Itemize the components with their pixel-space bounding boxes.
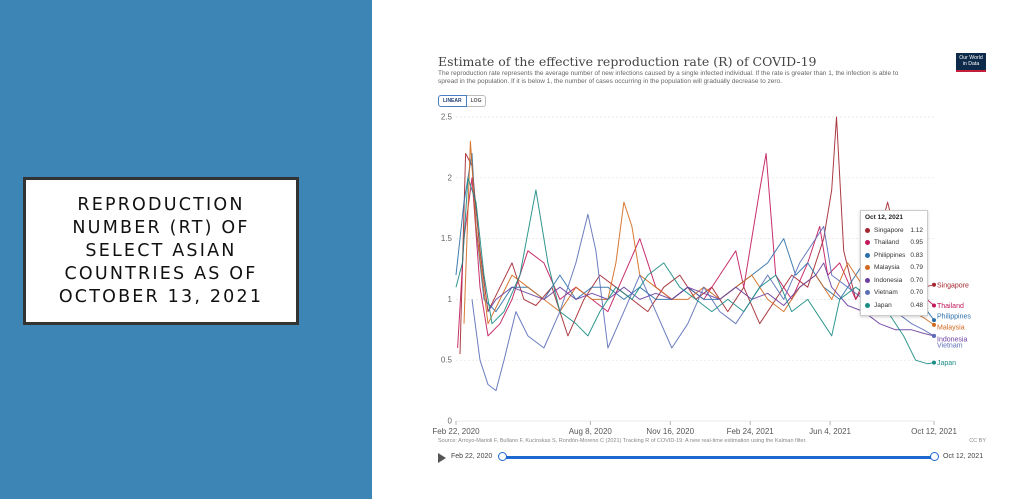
license-text[interactable]: CC BY (969, 438, 986, 444)
series-label-indonesia: Indonesia (937, 336, 967, 343)
series-line-vietnam (471, 213, 935, 392)
tooltip-row: Indonesia 0.70 (865, 274, 923, 287)
timeline-start-handle[interactable] (498, 452, 507, 461)
tooltip-series-value: 0.70 (910, 276, 923, 284)
series-label-thailand: Thailand (937, 303, 964, 310)
tooltip-row: Vietnam 0.70 (865, 287, 923, 300)
chart-title: Estimate of the effective reproduction r… (438, 54, 817, 69)
y-tick-label: 2 (448, 173, 453, 182)
timeline-end-label: Oct 12, 2021 (943, 453, 984, 460)
x-tick-label: Oct 12, 2021 (911, 427, 957, 436)
tooltip-date: Oct 12, 2021 (865, 214, 903, 221)
tooltip-series-name: Japan (874, 301, 892, 309)
scale-toggle: LINEAR LOG (438, 95, 487, 107)
tooltip-series-name: Vietnam (874, 289, 898, 297)
tooltip-dot (865, 302, 870, 308)
x-tick-label: Feb 24, 2021 (727, 427, 775, 436)
series-label-malaysia: Malaysia (937, 324, 965, 331)
timeline-start-label: Feb 22, 2020 (451, 453, 493, 460)
tooltip-series-name: Singapore (874, 226, 904, 234)
tooltip-dot (865, 227, 870, 233)
timeline-end-handle[interactable] (930, 452, 939, 461)
chart-plot[interactable]: 0 0.5 1 1.5 2 2.5 Feb 22, 2020 Aug 8, 2020 Nov 1… (372, 0, 1023, 440)
x-tick-label: Jun 4, 2021 (809, 427, 851, 436)
y-tick-label: 2.5 (441, 113, 453, 122)
end-point-vietnam (932, 333, 936, 338)
tooltip-row: Japan 0.48 (865, 299, 923, 312)
source-text: Source: Arroyo-Marioli F, Bullano F, Kuc… (438, 438, 807, 444)
tooltip-series-name: Philippines (874, 251, 906, 259)
tooltip-series-value: 0.83 (910, 251, 923, 259)
tooltip-series-value: 0.79 (910, 264, 923, 272)
end-point-singapore (932, 282, 936, 287)
tooltip-dot (865, 277, 870, 283)
tooltip-dot (865, 265, 870, 271)
chart-subtitle: The reproduction rate represents the ave… (438, 70, 899, 85)
linear-scale-button[interactable]: LINEAR (438, 95, 467, 107)
tooltip-row: Malaysia 0.79 (865, 262, 923, 275)
tooltip-rows: Singapore 1.12 Thailand 0.95 Philippines 0.83… (865, 224, 923, 312)
owid-logo[interactable]: Our World in Data (956, 53, 986, 72)
y-tick-label: 1 (448, 295, 453, 304)
x-tick-label: Feb 22, 2020 (432, 427, 480, 436)
y-tick-label: 1.5 (441, 234, 453, 243)
tooltip-series-name: Malaysia (874, 264, 900, 272)
tooltip-series-value: 1.12 (910, 226, 923, 234)
tooltip-series-name: Thailand (874, 239, 899, 247)
logo-line1: Our World (959, 55, 983, 61)
series-label-singapore: Singapore (937, 282, 969, 289)
end-point-japan (932, 360, 936, 365)
tooltip-series-value: 0.95 (910, 239, 923, 247)
log-scale-button[interactable]: LOG (466, 95, 487, 107)
tooltip-dot (865, 252, 870, 258)
tooltip-row: Philippines 0.83 (865, 249, 923, 262)
series-label-philippines: Philippines (937, 314, 971, 321)
end-point-thailand (932, 303, 936, 308)
logo-line2: in Data (962, 61, 980, 67)
y-tick-label: 0.5 (441, 356, 453, 365)
series-label-vietnam: Vietnam (937, 342, 963, 349)
x-tick-label: Aug 8, 2020 (569, 427, 613, 436)
slide-title: REPRODUCTION NUMBER (RT) OF SELECT ASIAN… (58, 194, 264, 307)
tooltip-dot (865, 240, 870, 246)
tooltip-row: Thailand 0.95 (865, 237, 923, 250)
series-line-japan (455, 177, 935, 365)
chart-tooltip: Oct 12, 2021 Singapore 1.12 Thailand 0.95 Ph… (860, 210, 928, 316)
end-point-malaysia (932, 322, 936, 327)
x-tick-label: Nov 16, 2020 (646, 427, 694, 436)
timeline: Feb 22, 2020 Oct 12, 2021 (438, 451, 988, 465)
series-label-japan: Japan (937, 360, 956, 367)
tooltip-row: Singapore 1.12 (865, 224, 923, 237)
tooltip-dot (865, 290, 870, 296)
timeline-track[interactable] (502, 456, 934, 459)
tooltip-series-value: 0.70 (910, 289, 923, 297)
source-line: Source: Arroyo-Marioli F, Bullano F, Kuc… (438, 438, 986, 444)
slide-left-panel: REPRODUCTION NUMBER (RT) OF SELECT ASIAN… (0, 0, 372, 499)
tooltip-series-name: Indonesia (874, 276, 903, 284)
slide-title-box: REPRODUCTION NUMBER (RT) OF SELECT ASIAN… (23, 177, 299, 325)
y-tick-label: 0 (448, 417, 453, 426)
end-point-philippines (932, 318, 936, 323)
chart-panel: Estimate of the effective reproduction r… (372, 0, 1023, 499)
play-icon[interactable] (438, 453, 446, 463)
tooltip-series-value: 0.48 (910, 301, 923, 309)
